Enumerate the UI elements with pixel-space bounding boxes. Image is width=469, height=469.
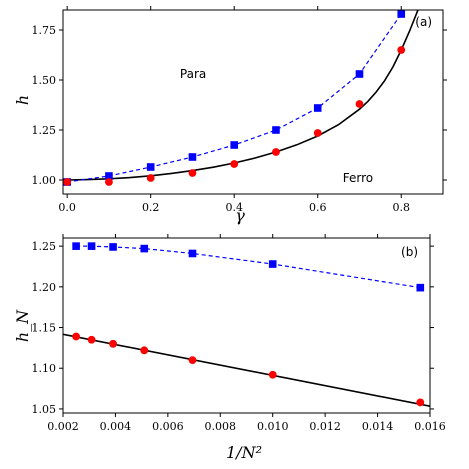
circle-marker — [87, 335, 96, 344]
square-marker — [188, 153, 197, 161]
y-tick-label: 1.05 — [32, 403, 57, 416]
x-tick-label: 0.002 — [47, 420, 79, 433]
panel-a: 0.0 0.2 0.4 0.6 0.8 1.00 1.25 1.50 1.75 Para Ferro… — [13, 6, 447, 225]
square-marker — [313, 104, 322, 112]
circle-marker — [188, 169, 197, 177]
square-marker — [72, 242, 80, 250]
y-tick-label: 1.25 — [32, 124, 57, 137]
square-marker — [140, 244, 149, 253]
y-tick-label: 1.00 — [32, 174, 57, 187]
x-tick-label: 0.006 — [152, 420, 184, 433]
x-tick-label: 0.0 — [58, 201, 76, 214]
plot-area — [63, 245, 430, 407]
circle-marker — [272, 148, 280, 156]
x-tick-label: 0.012 — [309, 420, 341, 433]
y-tick-label: 1.25 — [32, 240, 57, 253]
square-marker — [355, 70, 364, 78]
x-tick-label: 0.014 — [362, 420, 394, 433]
region-label: Ferro — [343, 171, 373, 185]
x-axis-label: γ — [235, 206, 245, 225]
square-marker — [146, 163, 155, 171]
fit-line — [63, 333, 430, 407]
y-tick-label: 1.20 — [32, 281, 57, 294]
circle-marker — [230, 160, 239, 168]
x-tick-label: 0.6 — [309, 201, 327, 214]
panel-label: (a) — [415, 15, 432, 29]
circle-marker — [105, 178, 113, 186]
square-marker — [397, 10, 406, 18]
y-tick-label: 1.50 — [32, 74, 57, 87]
y-axis-label: h_N — [13, 309, 32, 342]
circle-marker — [188, 356, 197, 364]
circle-marker — [355, 100, 364, 108]
x-tick-label: 0.2 — [142, 201, 160, 214]
plot-frame — [62, 237, 431, 414]
square-marker — [268, 260, 277, 268]
square-marker — [109, 243, 117, 251]
circle-marker — [416, 398, 425, 407]
panel-label: (b) — [401, 245, 418, 259]
plot-frame — [62, 9, 444, 195]
circle-marker — [140, 346, 149, 355]
square-marker — [188, 249, 197, 258]
square-marker — [230, 141, 239, 149]
y-axis-label: h — [13, 95, 32, 105]
square-marker — [416, 283, 425, 292]
circle-marker — [72, 332, 81, 341]
series-dashed-line — [67, 13, 402, 183]
circle-marker — [146, 174, 155, 182]
x-axis-label: 1/N² — [226, 443, 262, 462]
x-tick-label: 0.008 — [205, 420, 237, 433]
square-marker — [105, 172, 113, 180]
square-marker — [272, 126, 280, 134]
circle-marker — [109, 339, 117, 348]
plot-area — [67, 10, 419, 183]
x-tick-label: 0.8 — [392, 201, 410, 214]
x-tick-label: 0.4 — [225, 201, 243, 214]
x-tick-label: 0.016 — [414, 420, 446, 433]
circle-marker — [313, 129, 322, 137]
y-tick-label: 1.10 — [32, 362, 57, 375]
phase-boundary-curve — [67, 10, 419, 181]
panel-b: 0.002 0.004 0.006 0.008 0.010 0.012 0.014 0.016… — [13, 234, 446, 462]
x-tick-label: 0.010 — [257, 420, 289, 433]
y-tick-label: 1.75 — [32, 24, 57, 37]
series-dashed-line — [76, 245, 421, 289]
x-tick-label: 0.004 — [100, 420, 132, 433]
circle-marker — [268, 370, 277, 379]
circle-marker — [63, 178, 72, 186]
y-tick-label: 1.15 — [32, 322, 57, 335]
region-label: Para — [180, 67, 206, 81]
circle-marker — [397, 46, 406, 54]
square-marker — [87, 242, 96, 250]
